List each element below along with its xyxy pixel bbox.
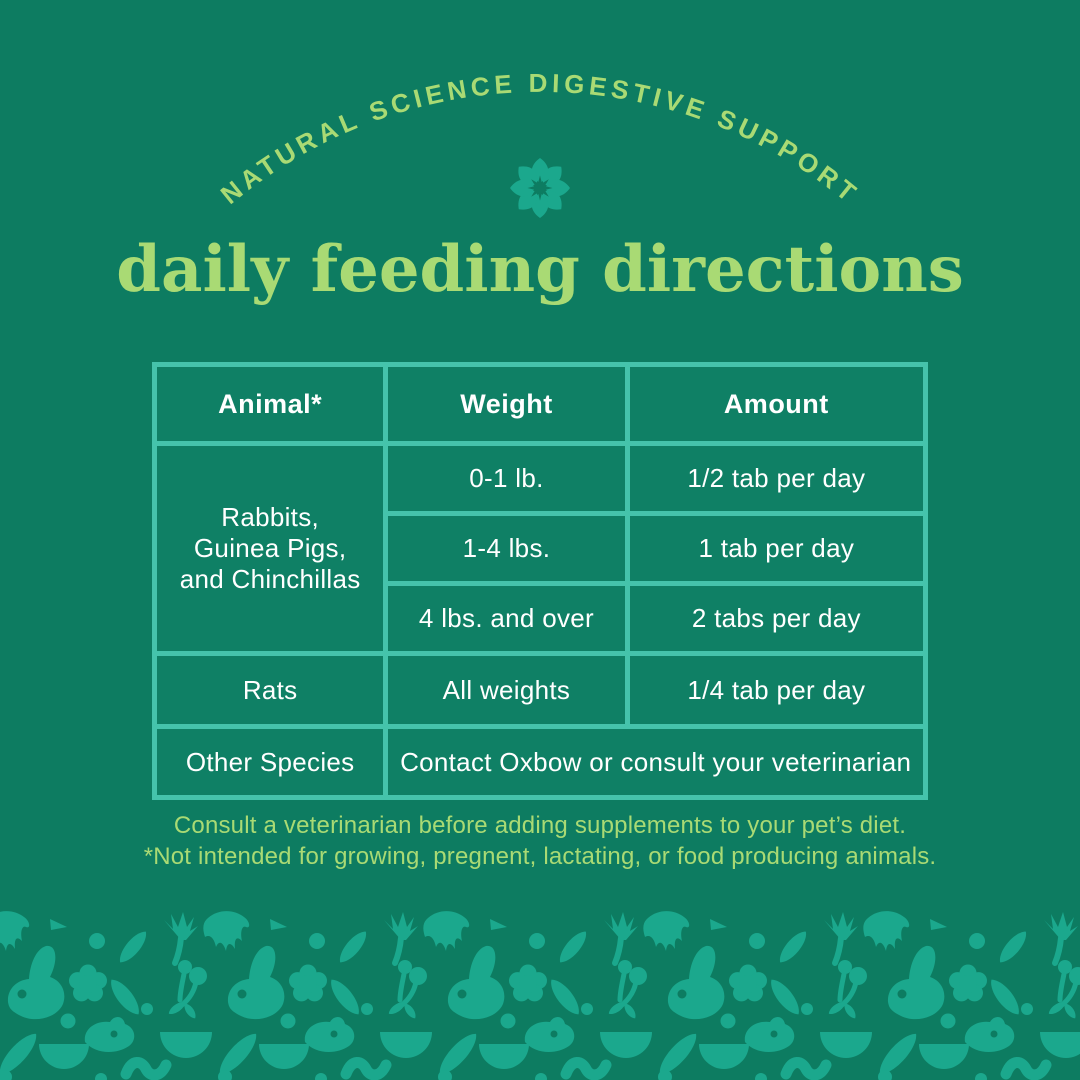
- table-row: Other Species Contact Oxbow or consult y…: [151, 724, 928, 800]
- footnotes: Consult a veterinarian before adding sup…: [0, 810, 1080, 872]
- table-row: Rats All weights 1/4 tab per day: [151, 651, 929, 729]
- feeding-table: Animal* Weight Amount Rabbits, Guinea Pi…: [151, 362, 929, 800]
- table-row: 4 lbs. and over 2 tabs per day: [155, 581, 929, 656]
- amount-cell: 1/2 tab per day: [624, 441, 929, 516]
- table-row: Rabbits, Guinea Pigs, and Chinchillas 0-…: [151, 441, 929, 656]
- animal-cell: Other Species: [151, 724, 389, 800]
- weight-cell: 4 lbs. and over: [383, 581, 630, 656]
- other-species-note-cell: Contact Oxbow or consult your veterinari…: [383, 724, 928, 800]
- weight-cell: 0-1 lb.: [383, 441, 630, 516]
- col-header-animal: Animal*: [151, 362, 389, 446]
- header-arc-graphic: NATURAL SCIENCE DIGESTIVE SUPPORT: [215, 68, 861, 218]
- animal-group-line: Rabbits,: [221, 502, 320, 532]
- flower-burst-icon: [510, 158, 570, 218]
- amount-cell: 1 tab per day: [624, 511, 929, 586]
- table-row: 1-4 lbs. 1 tab per day: [155, 511, 929, 586]
- col-header-weight: Weight: [383, 362, 630, 446]
- feeding-table-container: Animal* Weight Amount Rabbits, Guinea Pi…: [151, 362, 929, 800]
- weight-cell: 1-4 lbs.: [383, 511, 630, 586]
- amount-cell: 2 tabs per day: [624, 581, 929, 656]
- bottom-pattern-band: [0, 904, 1080, 1080]
- amount-cell: 1/4 tab per day: [624, 651, 929, 729]
- footnote-line: Consult a veterinarian before adding sup…: [173, 812, 907, 839]
- footnote-line: *Not intended for growing, pregnent, lac…: [143, 843, 937, 870]
- page-title: daily feeding directions: [116, 232, 964, 307]
- animal-group-line: and Chinchillas: [179, 564, 361, 594]
- animal-cell: Rats: [151, 651, 389, 729]
- weight-cell: All weights: [383, 651, 630, 729]
- col-header-amount: Amount: [624, 362, 929, 446]
- animal-group-cell: Rabbits, Guinea Pigs, and Chinchillas: [151, 441, 389, 656]
- animal-group-line: Guinea Pigs,: [193, 533, 347, 563]
- table-header-row: Animal* Weight Amount: [151, 362, 929, 446]
